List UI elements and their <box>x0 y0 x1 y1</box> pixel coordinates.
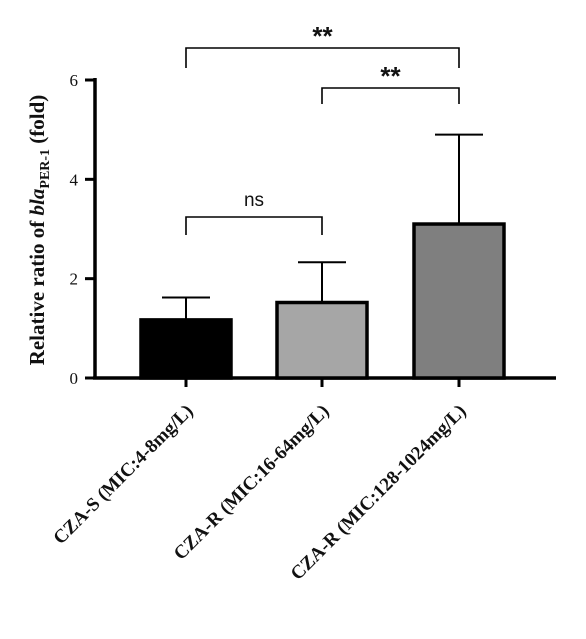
significance-bracket-0 <box>185 216 323 235</box>
y-tick-label-4: 4 <box>70 170 79 189</box>
y-tick-label-0: 0 <box>70 369 79 388</box>
x-tick-label-0: CZA-S (MIC:4-8mg/L) <box>49 401 197 549</box>
y-axis-label: Relative ratio of blaPER-1 (fold) <box>25 95 53 366</box>
y-tick-label-2: 2 <box>70 270 79 289</box>
x-tick-label-1: CZA-R (MIC:16-64mg/L) <box>170 401 334 565</box>
y-axis-title-prefix: Relative ratio of <box>25 215 49 365</box>
y-axis-title-gene: bla <box>25 189 49 216</box>
bar-1 <box>275 300 369 380</box>
y-axis-title-suffix: (fold) <box>25 95 49 149</box>
significance-label-2: ** <box>312 21 333 51</box>
y-axis-title: Relative ratio of blaPER-1 (fold) <box>25 95 53 366</box>
y-tick-label-6: 6 <box>70 71 79 90</box>
bar-0 <box>139 318 233 380</box>
significance-brackets: ns ** ** <box>185 21 460 235</box>
significance-bracket-1 <box>321 87 460 104</box>
y-axis-title-subscript: PER-1 <box>38 149 53 189</box>
significance-label-1: ** <box>380 61 401 91</box>
significance-label-0: ns <box>244 190 264 211</box>
error-bars <box>162 133 483 320</box>
bar-2 <box>412 222 506 380</box>
x-tick-labels: CZA-S (MIC:4-8mg/L)CZA-R (MIC:16-64mg/L)… <box>49 401 470 585</box>
significance-bracket-2 <box>185 47 460 68</box>
